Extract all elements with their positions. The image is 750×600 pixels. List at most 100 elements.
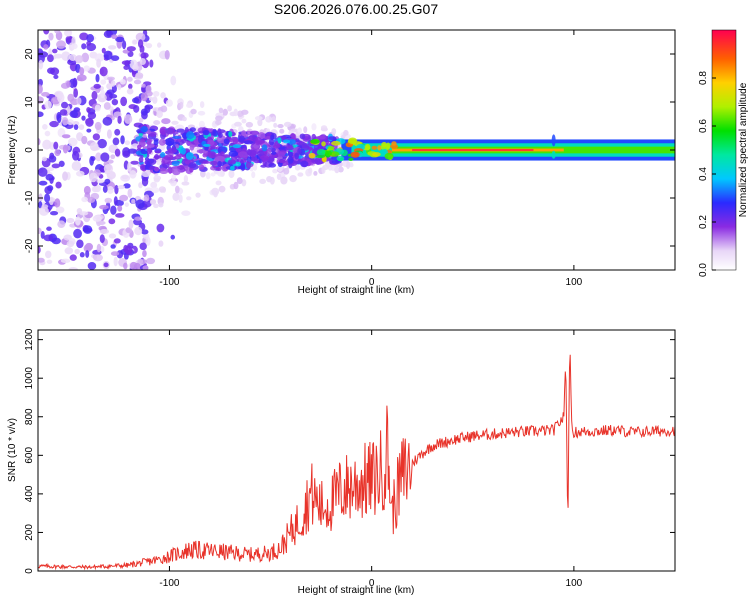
heatmap-noise-cell: [112, 137, 120, 146]
heatmap-band-cell: [180, 147, 186, 155]
heatmap-noise-cell: [110, 251, 120, 256]
heatmap-haze-cell: [171, 120, 179, 125]
heatmap-noise-cell: [43, 30, 50, 35]
heatmap-haze-cell: [152, 91, 160, 97]
heatmap-noise-cell: [119, 194, 129, 202]
heatmap-band-cell: [159, 167, 167, 172]
heatmap-noise-cell: [106, 129, 112, 139]
heatmap-noise-cell: [99, 234, 105, 243]
heatmap-haze-cell: [236, 177, 243, 185]
heatmap-band-cell: [316, 135, 326, 140]
heatmap-noise-cell: [96, 58, 101, 68]
heatmap-band-cell: [261, 144, 268, 152]
snr-x-ticks: -100 0 100: [159, 330, 583, 589]
heatmap-band-cell: [140, 150, 148, 155]
spectrogram-y-tick-label: -10: [24, 190, 35, 205]
heatmap-noise-cell: [68, 267, 78, 270]
heatmap-noise-cell: [140, 108, 148, 116]
heatmap-noise-cell: [60, 258, 71, 263]
heatmap-noise-cell: [73, 124, 79, 130]
heatmap-band-cell: [232, 144, 242, 149]
heatmap-haze-cell: [148, 96, 154, 102]
heatmap-band-cell: [241, 130, 247, 137]
heatmap-haze-cell: [152, 107, 160, 112]
heatmap-haze-cell: [334, 166, 340, 174]
heatmap-haze-cell: [198, 120, 205, 129]
snr-x-tick-label: 0: [369, 578, 375, 589]
heatmap-transition-cell: [380, 143, 390, 151]
colorbar-tick-label: 0.6: [698, 119, 709, 133]
heatmap-band-cell: [161, 156, 171, 164]
heatmap-band-cell: [261, 157, 268, 162]
heatmap-noise-cell: [132, 97, 140, 104]
heatmap-noise-cell: [127, 148, 138, 154]
heatmap-noise-cell: [103, 163, 114, 174]
heatmap-noise-cell: [117, 115, 122, 124]
heatmap-noise-cell: [47, 185, 54, 192]
heatmap-noise-cell: [73, 88, 79, 98]
heatmap-noise-cell: [51, 237, 61, 245]
heatmap-transition-cell: [310, 139, 320, 144]
heatmap-noise-cell: [102, 116, 113, 126]
heatmap-transition-cell: [348, 157, 354, 162]
spectrogram-x-tick-label: -100: [159, 277, 179, 288]
colorbar-tick-label: 0.0: [698, 263, 709, 277]
heatmap-band-cell: [260, 164, 267, 168]
heatmap-noise-cell: [117, 185, 126, 190]
heatmap-band-cell: [223, 138, 230, 145]
heatmap-noise-cell: [134, 226, 143, 236]
heatmap-noise-cell: [131, 68, 137, 78]
heatmap-band-cell: [232, 137, 238, 145]
heatmap-noise-cell: [55, 181, 62, 189]
heatmap-noise-cell: [87, 262, 97, 270]
heatmap-band-cell: [176, 128, 185, 133]
heatmap-noise-cell: [141, 169, 151, 178]
heatmap-noise-cell: [140, 52, 149, 59]
heatmap-noise-cell: [129, 261, 138, 270]
heatmap-noise-cell: [106, 171, 116, 180]
heatmap-band-cell: [227, 159, 237, 165]
heatmap-band-cell: [137, 144, 142, 150]
heatmap-haze-cell: [279, 128, 285, 134]
heatmap-band-cell: [217, 146, 228, 154]
heatmap-band-cell: [140, 126, 148, 133]
heatmap-noise-cell: [128, 219, 134, 229]
heatmap-noise-cell: [71, 161, 82, 171]
heatmap-band-cell: [301, 143, 310, 151]
heatmap-haze-cell: [241, 109, 249, 115]
heatmap-haze-cell: [272, 168, 278, 174]
heatmap-noise-cell: [83, 225, 93, 234]
heatmap-noise-cell: [92, 133, 101, 141]
heatmap-haze-cell: [297, 127, 302, 134]
heatmap-haze-cell: [211, 187, 220, 196]
heatmap-band-cell: [189, 144, 195, 151]
heatmap-noise-cell: [135, 199, 145, 209]
colorbar-tick-label: 0.2: [698, 215, 709, 229]
heatmap-noise-cell: [81, 135, 88, 145]
heatmap-band-cell: [240, 163, 246, 171]
heatmap-noise-cell: [103, 50, 113, 61]
heatmap-noise-cell: [70, 43, 78, 50]
heatmap-band-cell: [138, 156, 144, 163]
heatmap-noise-cell: [38, 84, 43, 94]
heatmap-noise-cell: [120, 135, 125, 145]
heatmap-noise-cell: [54, 30, 61, 34]
heatmap-noise-cell: [75, 170, 85, 177]
heatmap-noise-cell: [120, 96, 128, 107]
heatmap-haze-cell: [337, 166, 344, 173]
heatmap-noise-cell: [131, 198, 136, 204]
heatmap-noise-cell: [124, 245, 133, 255]
heatmap-haze-cell: [345, 161, 351, 170]
heatmap-noise-cell: [38, 59, 44, 70]
heatmap-noise-cell: [56, 113, 62, 124]
heatmap-band-cell: [203, 143, 211, 147]
heatmap-line-peak: [412, 149, 534, 151]
heatmap-noise-cell: [170, 234, 176, 240]
heatmap-noise-cell: [140, 92, 148, 102]
heatmap-noise-cell: [64, 30, 73, 37]
heatmap-band-cell: [159, 128, 167, 135]
heatmap-noise-cell: [46, 259, 53, 264]
heatmap-noise-cell: [44, 193, 51, 203]
heatmap-band-cell: [255, 139, 266, 144]
